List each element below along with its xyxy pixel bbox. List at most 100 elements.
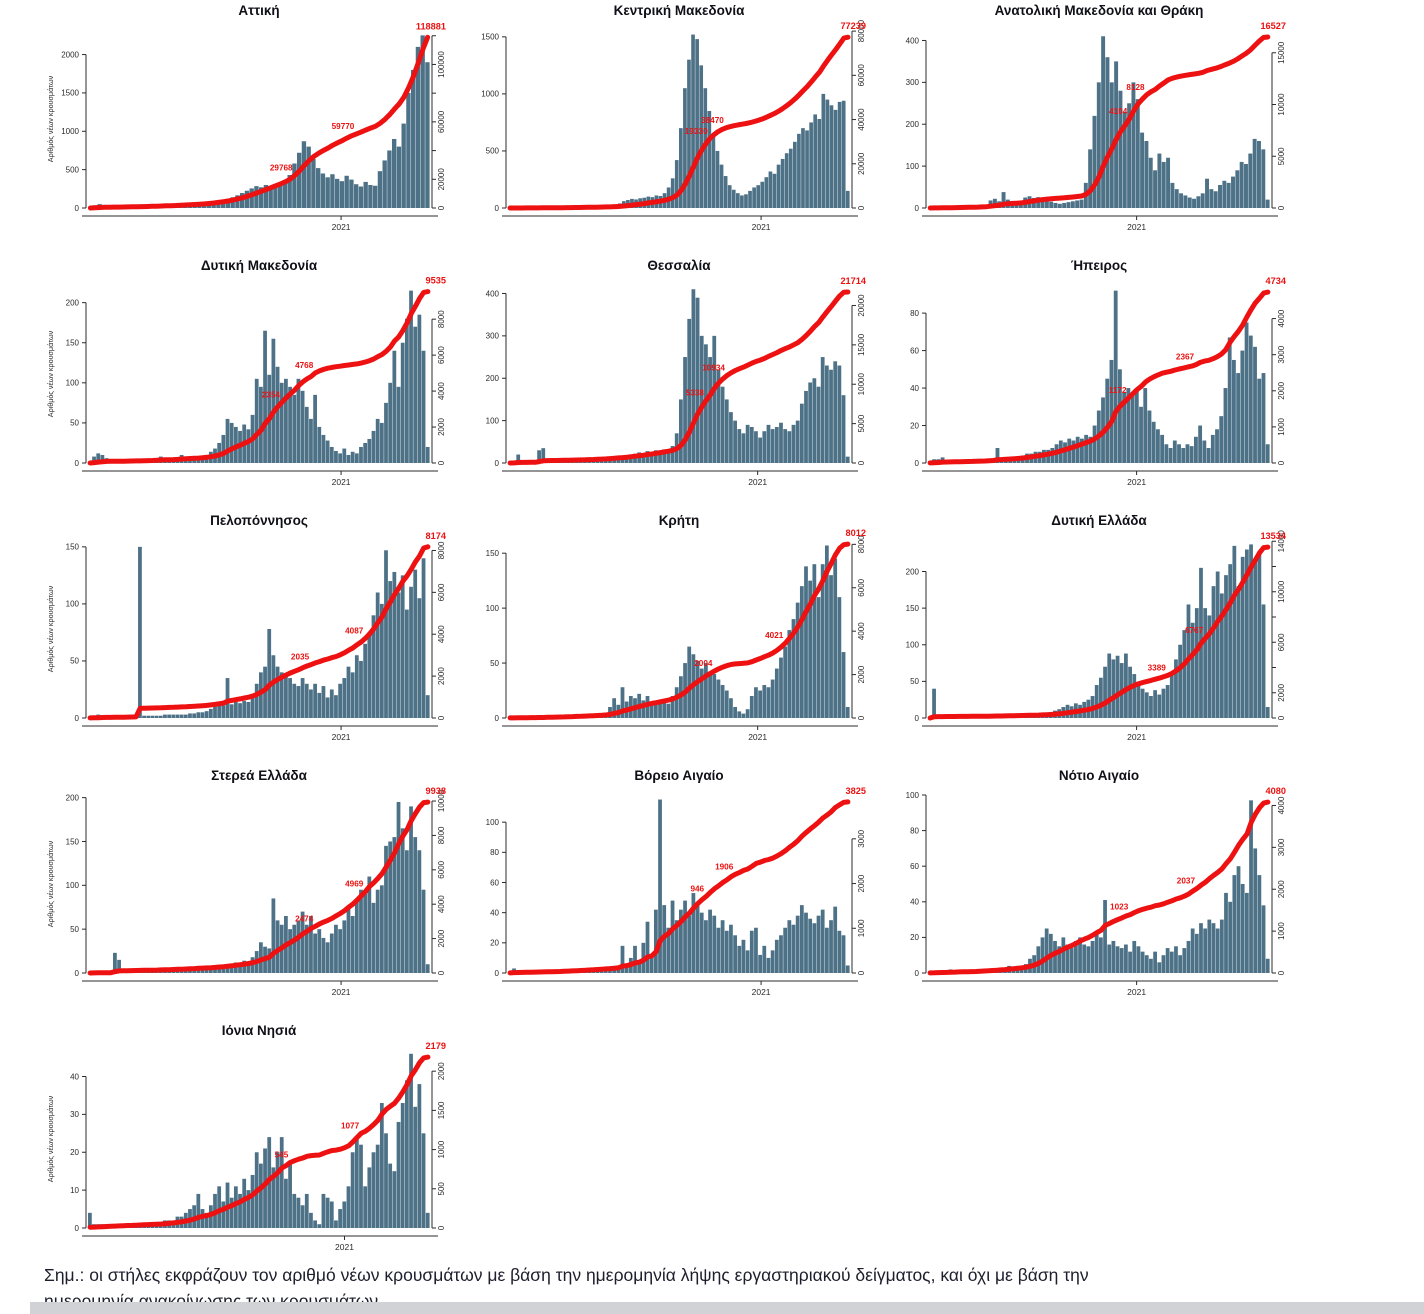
right-axis-tick-label: 0 (857, 970, 866, 975)
right-axis-tick-label: 2000 (857, 874, 866, 892)
left-axis-tick-label: 0 (75, 1224, 80, 1233)
left-axis-tick-label: 40 (70, 1072, 79, 1081)
chart-title: Δυτική Μακεδονία (201, 258, 318, 273)
right-axis-tick-label: 0 (437, 205, 446, 210)
line-annotation: 10934 (702, 364, 725, 373)
left-axis-tick-label: 1000 (61, 127, 79, 136)
right-axis-tick-label: 20000 (857, 294, 866, 317)
left-axis-tick-label: 0 (495, 969, 500, 978)
chart-title: Ήπειρος (1071, 258, 1127, 273)
chart-title: Στερεά Ελλάδα (211, 768, 307, 783)
cumulative-line (87, 34, 431, 211)
chart-dytiki-makedonia-svg: 050100150200020004000600080002021Δυτική … (46, 258, 446, 487)
y-axis-label: Αριθμός νέων κρουσμάτων (46, 330, 55, 417)
left-axis-tick-label: 200 (906, 120, 920, 129)
right-axis-tick-label: 2000 (1277, 381, 1286, 399)
left-axis-tick-label: 50 (910, 677, 919, 686)
left-axis-tick-label: 150 (66, 837, 80, 846)
left-axis-tick-label: 100 (66, 881, 80, 890)
right-axis-tick-label: 1000 (857, 919, 866, 937)
right-axis-tick-label: 4000 (1277, 309, 1286, 327)
bars-daily-cases (88, 290, 430, 463)
cumulative-line (927, 799, 1271, 976)
left-axis-tick-label: 300 (906, 78, 920, 87)
bars-daily-cases (88, 802, 430, 973)
x-axis-year-label: 2021 (332, 987, 351, 997)
right-axis-tick-label: 1000 (1277, 922, 1286, 940)
bars-daily-cases (928, 800, 1270, 973)
chart-notio-aigaio: 0 20 40 60 80 100 0 1000 2000 3000 4000 2021 Νότιο Α… (880, 765, 1300, 1015)
line-annotation: 1023 (1110, 903, 1129, 912)
chart-peloponnisos: 0 50 100 150 0 2000 4000 6000 8000 2021 Πελοπόννησ… (40, 510, 460, 760)
cumulative-line (507, 289, 851, 466)
right-axis-tick-label: 20000 (857, 152, 866, 175)
chart-ionia-nisia-svg: 0 10 20 30 40 0 500 1000 1500 2000 2021 Ιόνια Νησιά… (46, 1023, 446, 1252)
footnote-line1: Σημ.: οι στήλες εκφράζουν τον αριθμό νέω… (44, 1265, 1089, 1285)
right-axis-tick-label: 80000 (857, 19, 866, 42)
chart-anatoliki-makedonia-thraki-svg: 0 100 200 300 400 0 5000 10000 15000 2021 Ανατολικ… (906, 3, 1286, 232)
bars-daily-cases (88, 1053, 430, 1228)
right-axis-tick-label: 10000 (1277, 93, 1286, 116)
line-annotation: 1906 (715, 862, 734, 871)
right-axis-tick-label: 6000 (437, 346, 446, 364)
x-axis-year-label: 2021 (748, 477, 767, 487)
right-axis-tick-label: 4000 (437, 895, 446, 913)
x-axis-year-label: 2021 (332, 477, 351, 487)
left-axis-tick-label: 0 (495, 714, 500, 723)
left-axis-tick-label: 500 (486, 147, 500, 156)
line-annotation: 38470 (701, 116, 724, 125)
chart-attiki: 0 500 1000 1500 2000 0 20000 60000 100000 2021 Αττ… (40, 0, 460, 250)
chart-title: Δυτική Ελλάδα (1051, 513, 1147, 528)
right-axis-tick-label: 0 (1277, 715, 1286, 720)
left-axis-tick-label: 60 (910, 862, 919, 871)
right-axis-tick-label: 6000 (437, 860, 446, 878)
right-axis-tick-label: 20000 (437, 168, 446, 191)
line-annotation: 1077 (341, 1121, 360, 1130)
right-axis-tick-label: 1500 (437, 1101, 446, 1119)
chart-sterea-ellada-svg: 05010015020002000400060008000100002021Στ… (46, 768, 446, 997)
line-annotation: 946 (690, 884, 704, 893)
chart-ipeiros-svg: 0 20 40 60 80 0 1000 2000 3000 4000 2021 Ήπειρος 117… (910, 258, 1287, 487)
left-axis-tick-label: 100 (66, 600, 80, 609)
bars-daily-cases (508, 799, 850, 973)
chart-title: Πελοπόννησος (210, 513, 308, 528)
left-axis-tick-label: 150 (66, 543, 80, 552)
right-axis-tick-label: 5000 (1277, 147, 1286, 165)
chart-ipeiros: 0 20 40 60 80 0 1000 2000 3000 4000 2021 Ήπειρος 117… (880, 255, 1300, 505)
left-axis-tick-label: 500 (66, 165, 80, 174)
y-axis-label: Αριθμός νέων κρουσμάτων (46, 840, 55, 927)
left-axis-tick-label: 20 (910, 933, 919, 942)
right-axis-tick-label: 4000 (437, 382, 446, 400)
right-axis-tick-label: 0 (1277, 205, 1286, 210)
right-axis-tick-label: 500 (437, 1182, 446, 1196)
right-axis-tick-label: 0 (437, 1225, 446, 1230)
chart-kentriki-makedonia-svg: 0 500 1000 1500 0 20000 40000 60000 80000 2021 Κεν… (481, 3, 866, 232)
left-axis-tick-label: 100 (486, 818, 500, 827)
chart-thessalia: 0 100 200 300 400 0 5000 10000 15000 20000 2021 Θεσ… (460, 255, 880, 505)
right-axis-tick-label: 10000 (857, 373, 866, 396)
right-axis-tick-label: 2000 (1277, 880, 1286, 898)
chart-thessalia-svg: 0 100 200 300 400 0 5000 10000 15000 20000 2021 Θεσ… (486, 258, 867, 487)
cumulative-line (87, 1054, 431, 1230)
right-axis-tick-label: 1000 (1277, 417, 1286, 435)
right-axis-tick-label: 60000 (857, 64, 866, 87)
bars-daily-cases (508, 289, 850, 463)
final-cumulative-annotation: 3825 (846, 786, 866, 796)
left-axis-tick-label: 50 (70, 419, 79, 428)
line-annotation: 4087 (345, 626, 364, 635)
right-axis-tick-label: 14000 (1277, 530, 1286, 553)
left-axis-tick-label: 50 (70, 657, 79, 666)
left-axis-tick-label: 20 (910, 421, 919, 430)
line-annotation: 2367 (1176, 353, 1195, 362)
final-cumulative-annotation: 13534 (1260, 531, 1286, 541)
chart-dytiki-makedonia: 0 50 100 150 200 0 2000 4000 6000 8000 2021 Δυτική … (40, 255, 460, 505)
left-axis-tick-label: 200 (66, 793, 80, 802)
cumulative-line (927, 544, 1271, 721)
line-annotation: 2037 (1177, 876, 1196, 885)
line-annotation: 4104 (1109, 107, 1128, 116)
bottom-strip (30, 1302, 1424, 1314)
left-axis-tick-label: 2000 (61, 50, 79, 59)
right-axis-tick-label: 15000 (857, 333, 866, 356)
right-axis-tick-label: 2000 (437, 929, 446, 947)
